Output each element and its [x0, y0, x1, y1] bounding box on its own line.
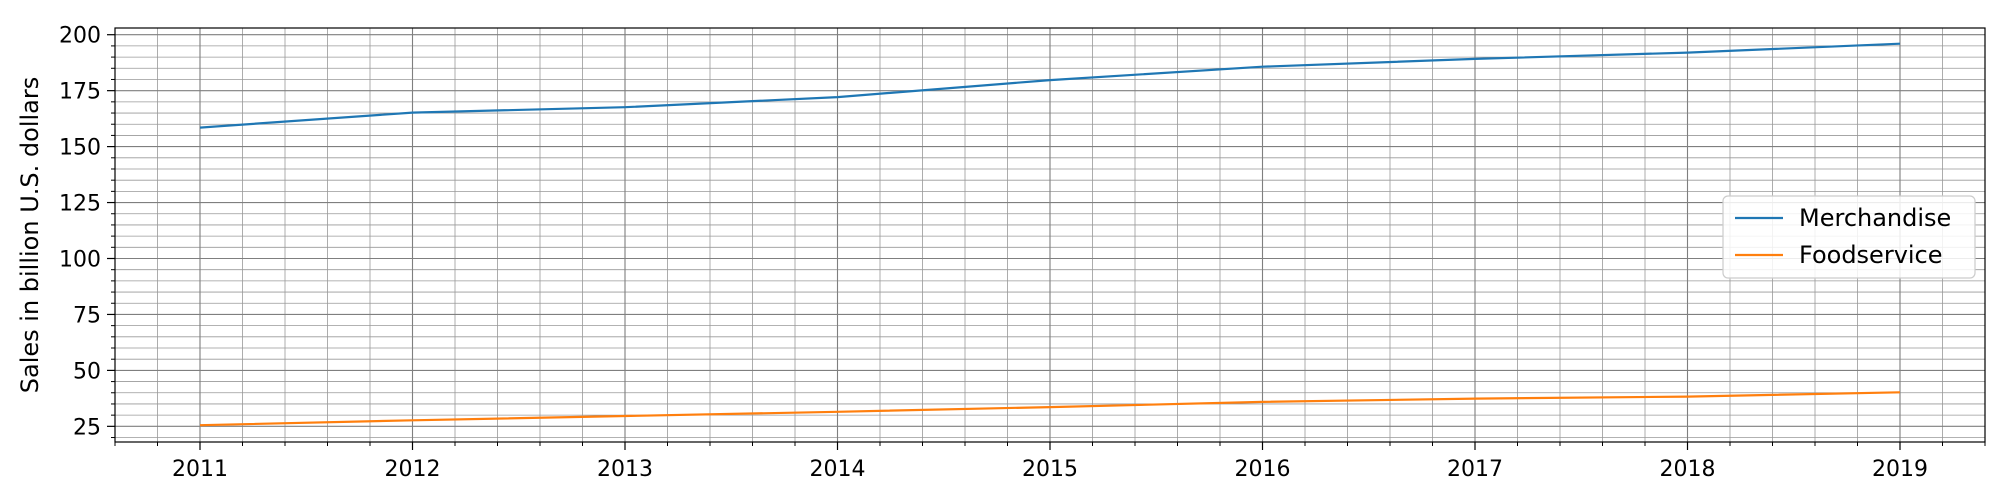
legend: Merchandise Foodservice [1722, 195, 1976, 279]
y-tick-label: 175 [59, 80, 101, 105]
y-tick-label: 50 [73, 359, 101, 384]
legend-box [1722, 195, 1976, 279]
legend-label-merchandise: Merchandise [1799, 204, 1951, 232]
series-line-merchandise [199, 42, 1901, 129]
series-lines [199, 42, 1901, 427]
y-tick-label: 200 [59, 24, 101, 49]
x-tick-label: 2013 [597, 457, 653, 482]
x-tick-label: 2018 [1660, 457, 1716, 482]
y-tick-label: 75 [73, 303, 101, 328]
x-tick-label: 2017 [1447, 457, 1503, 482]
x-tick-label: 2016 [1235, 457, 1291, 482]
y-tick-label: 125 [59, 192, 101, 217]
y-tick-label: 150 [59, 136, 101, 161]
y-tick-label: 100 [59, 247, 101, 272]
x-tick-label: 2014 [810, 457, 866, 482]
x-axis: 2011 2012 2013 2014 2015 2016 2017 2018 2019 [114, 442, 1986, 482]
y-axis: 25 50 75 100 125 150 175 200 [59, 24, 115, 440]
x-tick-label: 2011 [172, 457, 228, 482]
series-line-foodservice [199, 391, 1901, 427]
legend-label-foodservice: Foodservice [1799, 241, 1943, 269]
x-tick-label: 2015 [1022, 457, 1078, 482]
x-tick-label: 2019 [1872, 457, 1928, 482]
y-tick-label: 25 [73, 415, 101, 440]
x-tick-label: 2012 [385, 457, 441, 482]
y-axis-label: Sales in billion U.S. dollars [16, 77, 44, 393]
